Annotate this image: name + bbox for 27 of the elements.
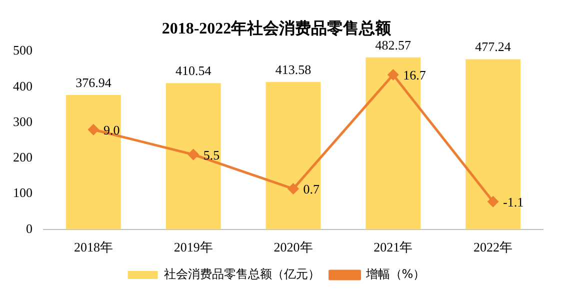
legend-label: 社会消费品零售总额（亿元） [164,267,320,282]
x-tick-label: 2021年 [374,240,413,255]
data-label: 5.5 [203,147,220,162]
x-tick-label: 2018年 [74,240,113,255]
data-label: 9.0 [103,122,120,138]
point [488,196,498,207]
data-label: 0.7 [303,182,320,197]
data-label: 482.57 [375,37,412,52]
data-label: 410.54 [175,63,212,78]
data-label: 477.24 [475,39,512,54]
y-tick-label: 0 [26,220,32,236]
y-tick-label: 300 [13,114,32,129]
x-tick-label: 2022年 [474,240,513,255]
point [88,124,99,135]
y-tick-label: 400 [13,78,32,94]
chart-title: 2018-2022年社会消费品零售总额 [162,20,392,38]
point [188,149,199,160]
y-tick-label: 200 [13,150,32,165]
data-label: 413.58 [275,62,312,77]
point [288,184,298,194]
data-label: 376.94 [76,74,112,90]
legend-label: 增幅（%） [364,267,426,282]
point [388,69,398,80]
y-tick-label: 500 [13,42,32,58]
x-tick-label: 2020年 [274,240,313,255]
x-tick-label: 2019年 [174,240,213,255]
y-tick-label: 100 [13,185,32,200]
